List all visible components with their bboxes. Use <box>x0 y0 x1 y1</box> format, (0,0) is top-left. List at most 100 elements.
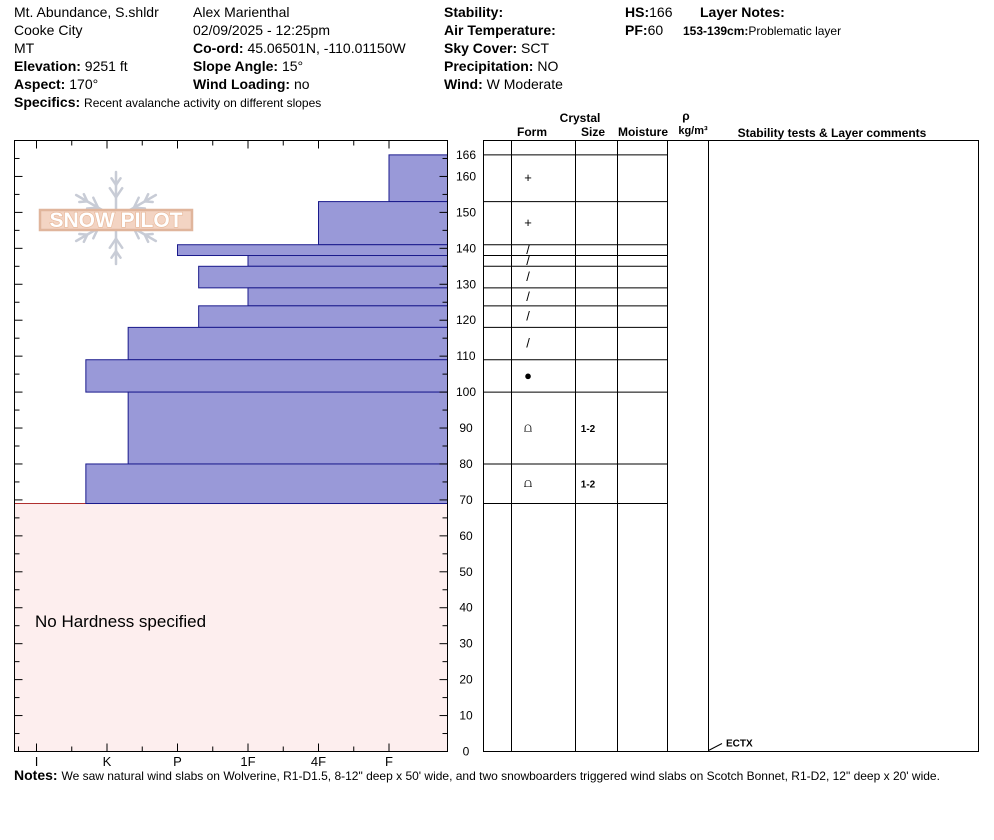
precip-label: Precipitation: <box>444 58 534 74</box>
y-tick-label-20: 20 <box>459 673 473 687</box>
coord-label: Co-ord: <box>193 40 244 56</box>
state: MT <box>14 40 35 56</box>
stability: Stability: <box>444 3 503 21</box>
y-tick-label-166: 166 <box>456 148 476 162</box>
coordinates: Co-ord: 45.06501N, -110.01150W <box>193 39 406 57</box>
pf-label: PF: <box>625 22 648 38</box>
flake-branch-3-0-0 <box>114 237 124 250</box>
flake-branch-5-1-1 <box>82 192 89 203</box>
x-tick-label-I: I <box>35 754 39 769</box>
grain-form-2: / <box>526 242 530 257</box>
grain-form-8: ● <box>524 368 532 383</box>
hardness-bar-9 <box>127 391 448 465</box>
location-name: Mt. Abundance, S.shldr <box>14 4 159 20</box>
y-tick-label-60: 60 <box>459 529 473 543</box>
elevation: Elevation: 9251 ft <box>14 57 128 75</box>
y-tick-label-0: 0 <box>463 745 470 759</box>
flake-branch-1-1-1 <box>143 200 154 204</box>
air-temperature: Air Temperature: <box>444 21 556 39</box>
grain-form-9: ⩍ <box>524 420 533 435</box>
flake-branch-2-1-1 <box>143 233 150 244</box>
flake-branch-5-0-1 <box>92 196 100 209</box>
slope-angle: Slope Angle: 15° <box>193 57 303 75</box>
hardness-bar-5 <box>247 287 448 307</box>
aspect: Aspect: 170° <box>14 75 98 93</box>
hardness-bar-10 <box>85 463 448 505</box>
flake-branch-4-1-1 <box>78 232 89 236</box>
density-symbol: ρ <box>682 109 689 123</box>
elevation-label: Elevation: <box>14 58 81 74</box>
sky-cover: Sky Cover: SCT <box>444 39 549 57</box>
hardness-bar-1 <box>318 201 448 246</box>
hs-value: 166 <box>649 4 673 20</box>
snow-height: HS:166 <box>625 3 672 21</box>
test-label-0: ECTX <box>726 739 753 750</box>
hardness-bar-3 <box>247 255 448 267</box>
sky-value: SCT <box>521 40 550 56</box>
observation-datetime: 02/09/2025 - 12:25pm <box>193 22 330 38</box>
no-hardness-region <box>14 503 448 752</box>
wind-loading-label: Wind Loading: <box>193 76 291 92</box>
hardness-bar-7 <box>127 326 448 361</box>
wind-label: Wind: <box>444 76 483 92</box>
sky-label: Sky Cover: <box>444 40 518 56</box>
snowpilot-logo: SNOW PILOT <box>38 170 194 266</box>
grain-form-6: / <box>526 309 530 324</box>
flake-branch-5-0-0 <box>85 206 100 210</box>
y-tick-label-150: 150 <box>456 205 476 219</box>
slope-label: Slope Angle: <box>193 58 279 74</box>
coord-value: 45.06501N, -110.01150W <box>247 40 406 56</box>
wind-loading-value: no <box>293 76 310 92</box>
pf-value: 60 <box>647 22 664 38</box>
notes-value: We saw natural wind slabs on Wolverine, … <box>61 769 940 783</box>
grain-form-1: + <box>524 215 532 230</box>
y-tick-label-100: 100 <box>456 385 476 399</box>
layer-note-text: Problematic layer <box>748 24 842 38</box>
logo-text: SNOW PILOT <box>50 209 183 232</box>
notes-label: Notes: <box>14 767 58 783</box>
grain-form-7: / <box>526 336 530 351</box>
aspect-label: Aspect: <box>14 76 66 92</box>
density-unit: kg/m³ <box>678 125 708 137</box>
moisture-header: Moisture <box>618 125 668 139</box>
specifics-value: Recent avalanche activity on different s… <box>84 96 322 110</box>
hardness-bar-0 <box>388 154 448 203</box>
y-tick-label-90: 90 <box>459 421 473 435</box>
aspect-value: 170° <box>69 76 99 92</box>
grain-size-9: 1-2 <box>581 424 596 435</box>
wind-loading: Wind Loading: no <box>193 75 310 93</box>
y-tick-label-120: 120 <box>456 313 476 327</box>
observer-name: Alex Marienthal <box>193 4 290 20</box>
air-temp-label: Air Temperature: <box>444 22 556 38</box>
hardness-bar-2 <box>177 244 448 257</box>
flake-branch-1-0-0 <box>132 196 140 209</box>
grain-form-3: / <box>526 253 530 268</box>
grain-size-10: 1-2 <box>581 480 596 491</box>
y-tick-label-10: 10 <box>459 709 473 723</box>
hardness-bar-6 <box>198 305 448 328</box>
specifics: Specifics: Recent avalanche activity on … <box>14 93 321 112</box>
hardness-bar-4 <box>198 265 448 289</box>
y-tick-label-140: 140 <box>456 241 476 255</box>
penetration-foot: PF:60 <box>625 21 663 39</box>
x-tick-label-4F: 4F <box>311 754 326 769</box>
layer-note: 153-139cm:Problematic layer <box>683 22 841 40</box>
x-tick-label-1F: 1F <box>240 754 255 769</box>
precipitation: Precipitation: NO <box>444 57 558 75</box>
wind: Wind: W Moderate <box>444 75 563 93</box>
flake-branch-0-1-1 <box>114 177 122 187</box>
stability-label: Stability: <box>444 4 504 20</box>
stability-header: Stability tests & Layer comments <box>738 126 927 140</box>
y-tick-label-50: 50 <box>459 565 473 579</box>
precip-value: NO <box>537 58 559 74</box>
flake-branch-3-0-1 <box>108 237 118 250</box>
grain-form-5: / <box>526 289 530 304</box>
grain-form-4: / <box>526 269 530 284</box>
form-header: Form <box>517 125 547 139</box>
layer-note-depth: 153-139cm: <box>683 24 749 38</box>
notes: Notes: We saw natural wind slabs on Wolv… <box>14 766 940 785</box>
y-tick-label-160: 160 <box>456 169 476 183</box>
layer-table-frame <box>483 140 979 752</box>
y-tick-label-40: 40 <box>459 601 473 615</box>
